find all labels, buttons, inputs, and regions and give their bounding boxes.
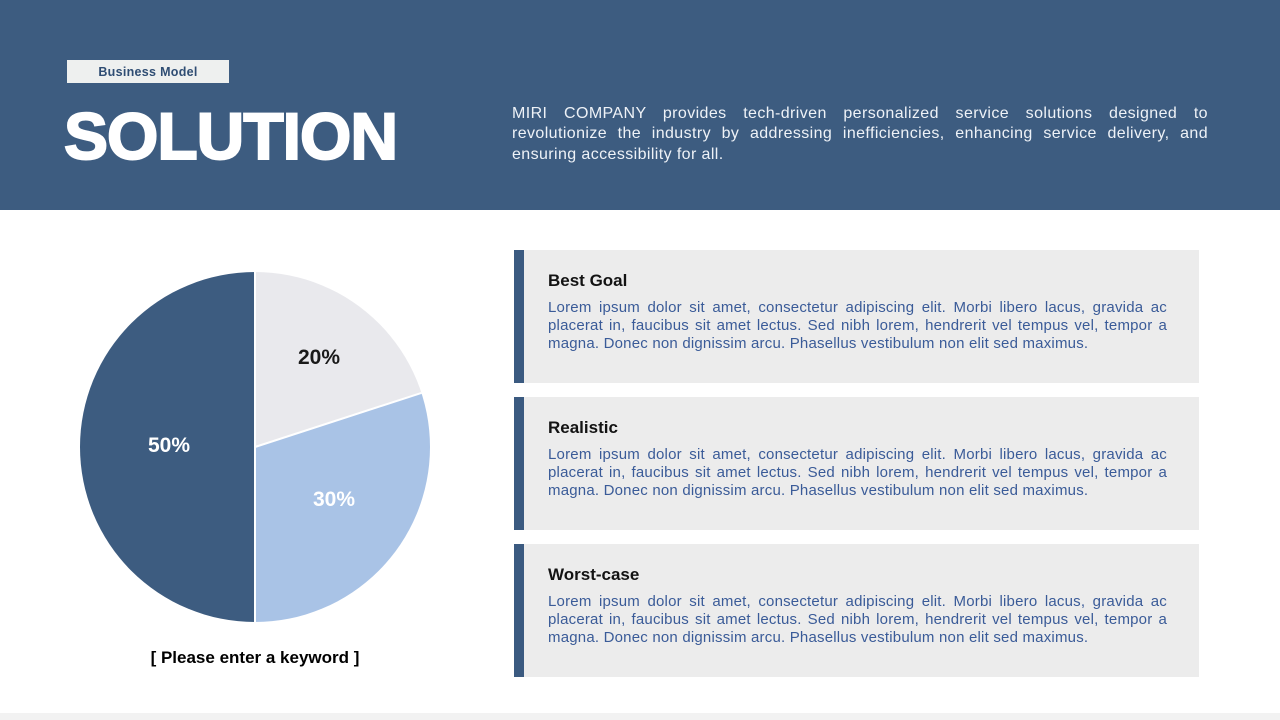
card-accent-bar: [514, 397, 524, 530]
info-card-realistic: Realistic Lorem ipsum dolor sit amet, co…: [514, 397, 1199, 530]
info-card-worst-case: Worst-case Lorem ipsum dolor sit amet, c…: [514, 544, 1199, 677]
card-title: Realistic: [548, 418, 618, 437]
pie-divider-line: [254, 272, 256, 447]
header-band: Business Model SOLUTION MIRI COMPANY pro…: [0, 0, 1280, 210]
keyword-placeholder: [ Please enter a keyword ]: [150, 648, 360, 667]
card-accent-bar: [514, 544, 524, 677]
footer-strip: [0, 713, 1280, 720]
card-body: Lorem ipsum dolor sit amet, consectetur …: [548, 593, 1167, 646]
page-title: SOLUTION: [63, 99, 399, 173]
card-body: Lorem ipsum dolor sit amet, consectetur …: [548, 446, 1167, 499]
cards-list: Best Goal Lorem ipsum dolor sit amet, co…: [514, 250, 1199, 691]
pie-label-50: 50%: [148, 434, 191, 457]
pie-label-30: 30%: [313, 488, 356, 511]
section-badge: Business Model: [67, 60, 229, 83]
info-card-best-goal: Best Goal Lorem ipsum dolor sit amet, co…: [514, 250, 1199, 383]
pie-label-20: 20%: [298, 346, 341, 369]
pie-divider-line: [254, 447, 256, 622]
pie-chart-container: 20% 30% 50%: [80, 272, 430, 622]
card-title: Worst-case: [548, 565, 640, 584]
card-title: Best Goal: [548, 271, 628, 290]
card-body: Lorem ipsum dolor sit amet, consectetur …: [548, 299, 1167, 352]
header-description: MIRI COMPANY provides tech-driven person…: [512, 105, 1208, 163]
card-accent-bar: [514, 250, 524, 383]
